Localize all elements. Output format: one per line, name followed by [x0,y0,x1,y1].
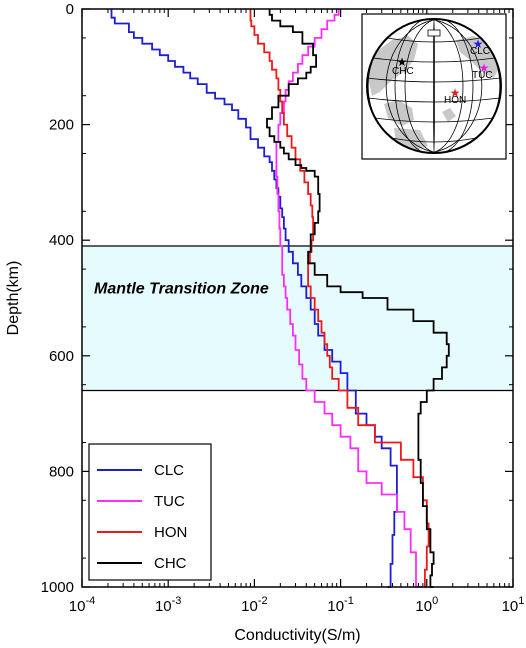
meridian [404,19,474,153]
station-label-clc: CLC [470,46,490,57]
parallel [375,117,493,123]
station-star-clc: ★ [473,37,484,51]
y-tick-label: 200 [49,117,74,134]
landmass-islands [442,108,456,122]
series-line-chc [266,9,450,588]
meridian [385,19,501,153]
y-axis-title: Depth(km) [5,261,22,336]
y-tick-label: 1000 [41,579,74,596]
x-tick-label: 10-1 [327,595,353,615]
globe-pole-marker [427,29,441,37]
plot-border [81,8,514,588]
station-label-hon: HON [444,95,466,106]
y-tick-label: 0 [66,1,74,18]
parallel [391,137,477,143]
x-tick-label: 10-3 [155,595,181,615]
x-tick-label: 101 [502,595,525,615]
y-tick-label: 600 [49,348,74,365]
station-star-chc: ★ [397,55,408,69]
legend-label-chc: CHC [154,555,187,572]
legend-label-clc: CLC [154,462,184,479]
inset-map: ★CLC★TUC★HON★CHC [361,13,507,160]
plot-frame [81,8,514,588]
station-label-chc: CHC [392,66,414,77]
meridian [394,19,464,153]
x-tick-label: 100 [415,595,438,615]
x-tick-label: 10-4 [69,595,95,615]
meridian [367,19,483,153]
legend-label-hon: HON [154,524,187,541]
x-tick-label: 10-2 [241,595,267,615]
legend-box [88,443,212,581]
parallel [367,77,501,83]
parallel [373,57,495,63]
landmass-asia [367,36,418,96]
series-line-tuc [275,9,423,588]
y-tick-label: 800 [49,463,74,480]
station-star-tuc: ★ [479,61,490,75]
legend-label-tuc: TUC [154,493,185,510]
parallel [368,97,500,103]
x-axis-title: Conductivity(S/m) [234,627,360,644]
meridian [433,19,435,153]
transition-zone-label: Mantle Transition Zone [94,281,269,298]
axis-labels-layer: Mantle Transition Zone020040060080010001… [5,1,524,644]
globe-outline [366,18,502,154]
parallel [387,37,481,43]
station-label-tuc: TUC [472,70,493,81]
station-star-hon: ★ [450,86,461,100]
y-tick-label: 400 [49,232,74,249]
legend: CLC TUC HON CHC [88,443,212,581]
series-layer [110,9,450,588]
globe-graticule [367,19,501,153]
